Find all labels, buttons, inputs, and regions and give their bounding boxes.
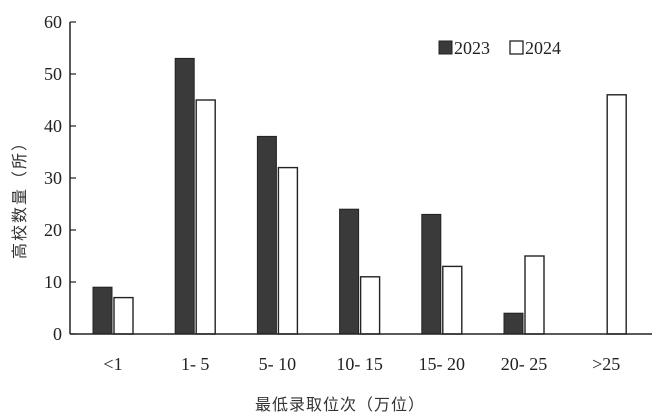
- bar-2024-5: [524, 255, 545, 335]
- x-tick-label: 10- 15: [336, 354, 383, 374]
- bar-2023-2: [256, 135, 277, 335]
- bars-group: [92, 57, 627, 335]
- bar-2024-3: [359, 276, 381, 335]
- y-tick-label: 60: [44, 12, 62, 32]
- bar-2023-3: [339, 208, 360, 335]
- y-tick-label: 40: [44, 116, 62, 136]
- legend: 2023 2024: [438, 38, 561, 58]
- y-tick-label: 50: [44, 64, 62, 84]
- x-tick-label: <1: [103, 354, 122, 374]
- legend-swatch-2024: [509, 40, 524, 55]
- x-tick-label: 20- 25: [501, 354, 548, 374]
- y-tick-label: 0: [53, 324, 62, 344]
- y-tick-label: 30: [44, 168, 62, 188]
- bar-2024-6: [606, 94, 627, 335]
- bar-2024-4: [442, 265, 463, 335]
- legend-label-2023: 2023: [454, 38, 490, 58]
- x-tick-label: >25: [592, 354, 620, 374]
- legend-swatch-2023: [438, 40, 453, 55]
- bar-2023-4: [421, 213, 442, 335]
- x-tick-label: 5- 10: [259, 354, 297, 374]
- bar-2023-5: [503, 312, 524, 335]
- x-axis-title: 最低录取位次（万位）: [255, 395, 425, 414]
- bar-2024-0: [113, 296, 134, 335]
- y-axis-title: 高校数量（所）: [10, 133, 29, 259]
- bar-2024-1: [195, 99, 216, 335]
- y-ticks-group: 0 10 20 30 40 50 60: [44, 12, 76, 344]
- y-tick-label: 20: [44, 220, 62, 240]
- x-tick-label: 15- 20: [419, 354, 466, 374]
- bar-2024-2: [277, 166, 299, 335]
- legend-label-2024: 2024: [525, 38, 561, 58]
- x-tick-label: 1- 5: [181, 354, 210, 374]
- bar-2023-0: [92, 286, 113, 335]
- bar-2023-1: [174, 57, 195, 335]
- x-ticks-group: <1 1- 5 5- 10 10- 15 15- 20 20- 25 >25: [103, 354, 620, 374]
- y-tick-label: 10: [44, 272, 62, 292]
